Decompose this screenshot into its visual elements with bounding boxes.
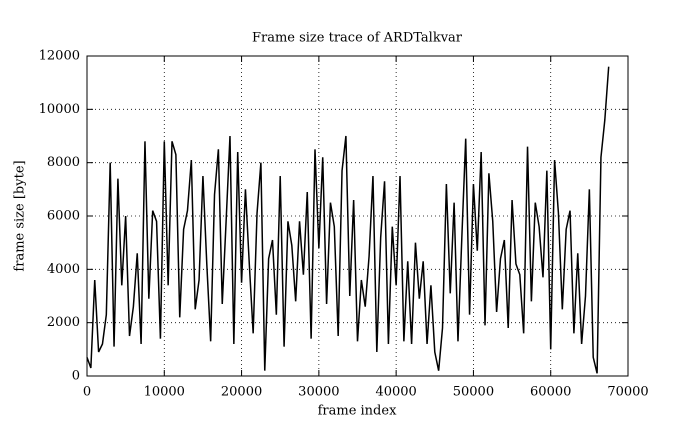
x-tick-label: 40000 [375, 385, 416, 400]
y-tick-label: 0 [72, 369, 80, 384]
y-axis-label: frame size [byte] [13, 160, 28, 271]
x-tick-label: 60000 [530, 385, 571, 400]
y-tick-label: 12000 [39, 49, 80, 64]
y-tick-label: 8000 [47, 155, 80, 170]
chart-title: Frame size trace of ARDTalkvar [252, 31, 463, 46]
y-tick-label: 2000 [47, 315, 80, 330]
x-axis-label: frame index [318, 404, 397, 419]
y-tick-label: 4000 [47, 262, 80, 277]
y-tick-label: 10000 [39, 102, 80, 117]
y-tick-label: 6000 [47, 209, 80, 224]
x-tick-label: 50000 [453, 385, 494, 400]
x-tick-label: 70000 [607, 385, 648, 400]
x-tick-label: 10000 [144, 385, 185, 400]
x-tick-label: 30000 [298, 385, 339, 400]
x-tick-label: 0 [83, 385, 91, 400]
x-tick-label: 20000 [221, 385, 262, 400]
data-line [86, 66, 610, 374]
